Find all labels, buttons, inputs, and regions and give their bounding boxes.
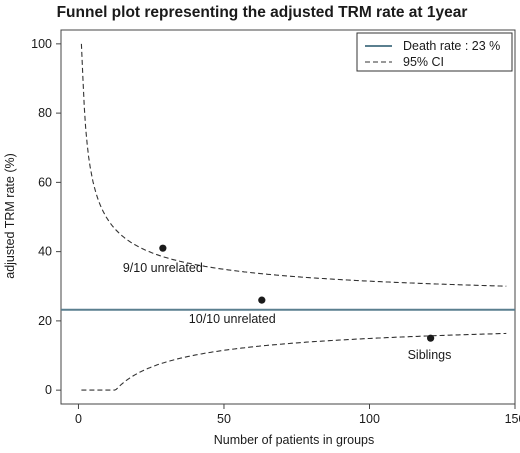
data-point-label: 10/10 unrelated <box>189 312 276 326</box>
data-point <box>258 296 266 304</box>
chart-title: Funnel plot representing the adjusted TR… <box>57 4 468 21</box>
y-tick-label: 40 <box>38 245 52 259</box>
x-tick-label: 100 <box>359 412 380 426</box>
series-layer: 9/10 unrelated 10/10 unrelated Siblings <box>61 43 515 391</box>
y-axis-label: adjusted TRM rate (%) <box>3 153 17 279</box>
y-tick-label: 100 <box>31 37 52 51</box>
x-tick-label: 0 <box>75 412 82 426</box>
ci-lower-curve <box>81 332 507 391</box>
legend: Death rate : 23 % 95% CI <box>356 32 513 72</box>
legend-box <box>356 32 513 72</box>
ci-upper-curve <box>80 43 507 287</box>
data-point-label: Siblings <box>408 348 452 362</box>
y-axis: 0 20 40 60 80 100 <box>31 37 61 397</box>
x-tick-label: 150 <box>505 412 520 426</box>
x-axis-label: Number of patients in groups <box>214 433 375 447</box>
data-point <box>427 334 435 342</box>
data-point <box>159 244 167 252</box>
y-tick-label: 60 <box>38 175 52 189</box>
legend-ci-label: 95% CI <box>403 55 444 69</box>
plot-area-frame <box>60 29 516 405</box>
data-point-label: 9/10 unrelated <box>123 261 203 275</box>
x-axis: 0 50 100 150 <box>75 404 520 426</box>
y-tick-label: 0 <box>45 383 52 397</box>
x-tick-label: 50 <box>217 412 231 426</box>
y-tick-label: 20 <box>38 314 52 328</box>
legend-death-rate-label: Death rate : 23 % <box>403 39 500 53</box>
y-tick-label: 80 <box>38 106 52 120</box>
